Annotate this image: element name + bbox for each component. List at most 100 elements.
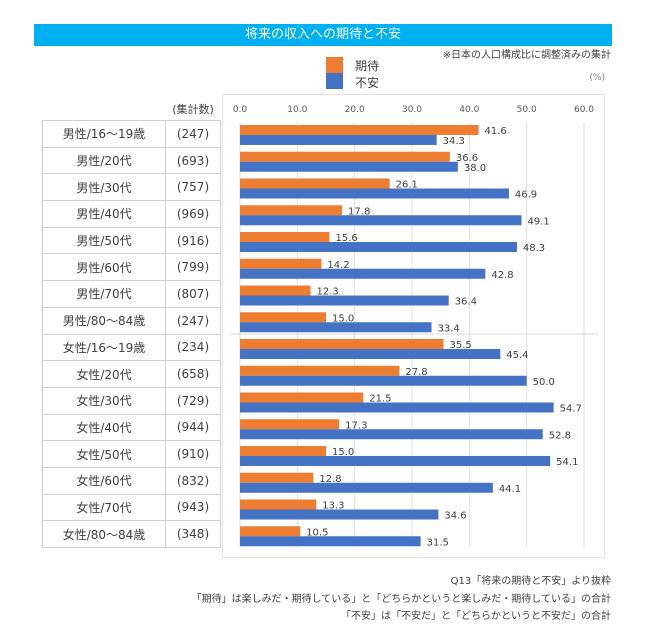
data-label-anxiety: 31.5 [427,537,449,548]
footnote-source: Q13「将来の期待と不安」より抜粋 [450,576,611,587]
data-label-expectation: 13.3 [322,501,344,512]
group-label: 男性/30代 [42,173,166,202]
bar-expectation [240,339,444,349]
data-label-anxiety: 34.3 [443,136,465,147]
data-label-expectation: 17.8 [348,206,370,217]
table-row: 女性/80～84歳 (348) [42,520,221,548]
count-column-header: (集計数) [172,103,214,116]
unit-label: (%) [589,73,605,83]
bar-anxiety [240,135,437,145]
data-label-anxiety: 38.0 [464,163,486,174]
x-tick-label: 60.0 [574,105,594,115]
bar-anxiety [240,482,493,493]
table-row: 女性/40代 (944) [42,413,221,442]
data-label-anxiety: 44.1 [499,484,521,495]
sample-count: (729) [165,386,221,415]
legend-label-anxiety: 不安 [355,76,380,90]
table-row: 男性/30代 (757) [42,173,221,202]
footnote-expectation-def: 「期待」は楽しみだ・期待している」と「どちらかというと楽しみだ・期待している」の… [191,594,611,605]
data-label-expectation: 15.0 [332,313,354,324]
bar-expectation [240,178,390,189]
bar-anxiety [240,161,458,172]
adjustment-note: ※日本の人口構成比に調整済みの集計 [442,50,611,61]
data-label-expectation: 14.2 [327,260,349,271]
data-label-anxiety: 52.8 [549,430,571,441]
sample-count: (916) [165,226,221,255]
group-label: 男性/16～19歳 [42,120,166,148]
group-label: 男性/20代 [42,146,166,175]
group-label: 女性/80～84歳 [42,520,166,548]
data-label-anxiety: 50.0 [533,377,555,388]
x-tick-label: 40.0 [459,105,479,115]
bar-anxiety [240,322,432,333]
bar-expectation [240,205,343,216]
group-label: 男性/60代 [42,253,166,282]
data-label-anxiety: 49.1 [528,216,550,227]
group-table: 男性/16～19歳 (247) 男性/20代 (693) 男性/30代 (757) 男性/4… [42,120,221,548]
bar-expectation [240,258,322,269]
group-label: 女性/70代 [42,493,166,522]
sample-count: (247) [165,120,221,148]
chart-title-bar: 将来の収入への期待と不安 [34,24,612,46]
bar-expectation [240,365,400,376]
table-row: 男性/20代 (693) [42,146,221,175]
bar-anxiety [240,242,517,252]
table-row: 女性/30代 (729) [42,386,221,415]
table-row: 男性/16～19歳 (247) [42,120,221,148]
bar-expectation [240,151,450,162]
table-row: 男性/40代 (969) [42,200,221,228]
group-label: 女性/40代 [42,413,166,442]
bar-anxiety [240,295,449,306]
data-label-expectation: 35.5 [450,340,472,351]
sample-count: (944) [165,413,221,442]
bar-anxiety [240,509,439,520]
data-label-anxiety: 34.6 [444,511,466,522]
sample-count: (799) [165,253,221,282]
table-row: 男性/60代 (799) [42,253,221,282]
legend-swatch-anxiety [326,73,343,89]
group-label: 男性/40代 [42,200,166,228]
data-label-anxiety: 45.4 [506,350,528,361]
bar-anxiety [240,215,522,226]
data-label-expectation: 21.5 [369,394,391,405]
data-label-anxiety: 54.1 [556,457,578,468]
data-label-expectation: 10.5 [306,527,328,538]
data-label-expectation: 15.6 [335,233,357,244]
data-label-expectation: 12.8 [319,474,341,485]
sample-count: (757) [165,173,221,202]
data-label-anxiety: 36.4 [455,297,477,308]
data-label-expectation: 12.3 [317,287,339,298]
group-label: 女性/50代 [42,440,166,468]
bar-expectation [240,125,479,135]
bar-expectation [240,419,340,430]
data-label-anxiety: 54.7 [560,404,582,415]
bar-anxiety [240,268,486,279]
bar-expectation [240,232,330,242]
data-label-anxiety: 48.3 [523,243,545,254]
bar-anxiety [240,349,501,359]
group-label: 女性/16～19歳 [42,333,166,362]
bar-anxiety [240,456,551,466]
data-label-expectation: 17.3 [345,420,367,431]
x-tick-label: 50.0 [517,105,537,115]
sample-count: (969) [165,200,221,228]
bar-expectation [240,392,364,403]
sample-count: (807) [165,280,221,308]
bar-anxiety [240,402,554,413]
data-label-expectation: 41.6 [485,126,507,137]
data-label-expectation: 26.1 [396,180,418,191]
legend-label-expectation: 期待 [355,59,380,73]
data-label-anxiety: 42.8 [491,270,513,281]
group-label: 男性/70代 [42,280,166,308]
sample-count: (693) [165,146,221,175]
chart-title: 将来の収入への期待と不安 [244,27,401,42]
bar-anxiety [240,536,421,547]
data-label-expectation: 36.6 [456,153,478,164]
footnote-anxiety-def: 「不安」は「不安だ」と「どちらかというと不安だ」の合計 [341,611,611,622]
x-tick-label: 30.0 [402,105,422,115]
chart-area [222,94,605,558]
data-label-anxiety: 33.4 [437,323,459,334]
sample-count: (658) [165,360,221,388]
bar-expectation [240,499,317,510]
